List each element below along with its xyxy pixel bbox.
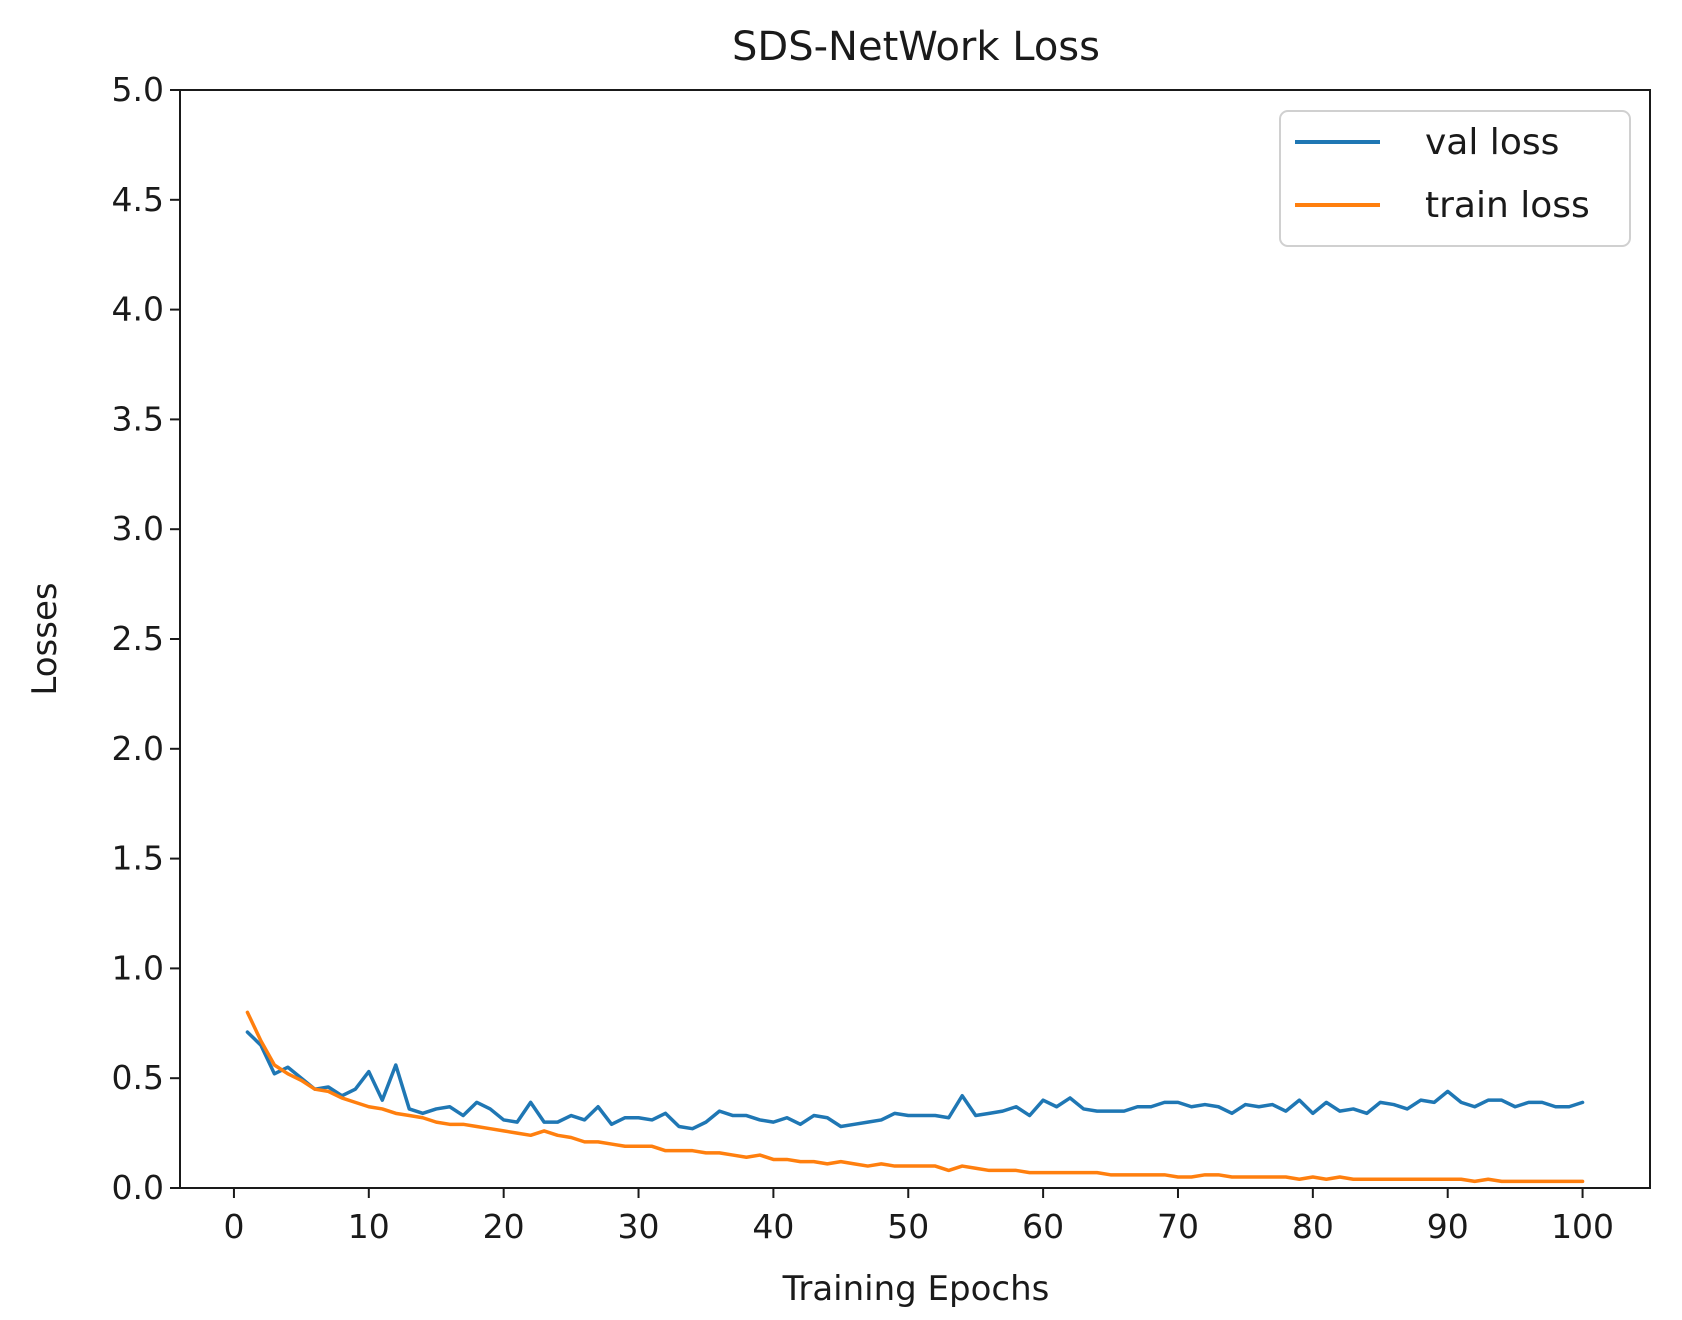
x-tick-label: 70 — [1157, 1207, 1199, 1246]
x-tick-label: 20 — [483, 1207, 525, 1246]
series-line-val-loss — [245, 1030, 1585, 1131]
y-axis: 0.0 0.5 1.0 1.5 2.0 2.5 3.0 3.5 4.0 4.5 5.0 — [112, 70, 180, 1207]
y-tick-label: 0.5 — [112, 1058, 164, 1097]
y-tick-label: 2.5 — [112, 619, 164, 658]
x-tick-label: 60 — [1022, 1207, 1064, 1246]
y-tick-label: 2.0 — [112, 729, 164, 768]
chart-title: SDS-NetWork Loss — [732, 24, 1100, 70]
legend-box — [1279, 110, 1631, 247]
x-tick-label: 100 — [1551, 1207, 1614, 1246]
plot-frame — [179, 89, 1651, 1189]
y-tick-label: 1.0 — [112, 948, 164, 987]
y-tick-label: 3.5 — [112, 399, 164, 438]
y-tick-label: 3.0 — [112, 509, 164, 548]
x-tick-label: 0 — [223, 1207, 244, 1246]
series-line-train-loss — [245, 1010, 1585, 1184]
x-tick-label: 80 — [1292, 1207, 1334, 1246]
legend: val loss train loss — [1279, 110, 1631, 247]
x-tick-label: 30 — [618, 1207, 660, 1246]
series-layer — [245, 1010, 1585, 1184]
y-tick-label: 4.5 — [112, 180, 164, 219]
x-axis: 0 10 20 30 40 50 60 70 80 90 100 — [223, 1188, 1614, 1246]
y-axis-label: Losses — [25, 582, 65, 695]
y-tick-label: 1.5 — [112, 839, 164, 878]
x-tick-label: 10 — [348, 1207, 390, 1246]
x-tick-label: 50 — [887, 1207, 929, 1246]
plot-area — [179, 89, 1651, 1189]
y-tick-label: 0.0 — [112, 1168, 164, 1207]
x-axis-label: Training Epochs — [782, 1269, 1050, 1309]
x-tick-label: 90 — [1427, 1207, 1469, 1246]
legend-label-val-loss: val loss — [1425, 122, 1559, 163]
x-tick-label: 40 — [752, 1207, 794, 1246]
y-tick-label: 4.0 — [112, 290, 164, 329]
y-tick-label: 5.0 — [112, 70, 164, 109]
legend-label-train-loss: train loss — [1425, 185, 1590, 226]
